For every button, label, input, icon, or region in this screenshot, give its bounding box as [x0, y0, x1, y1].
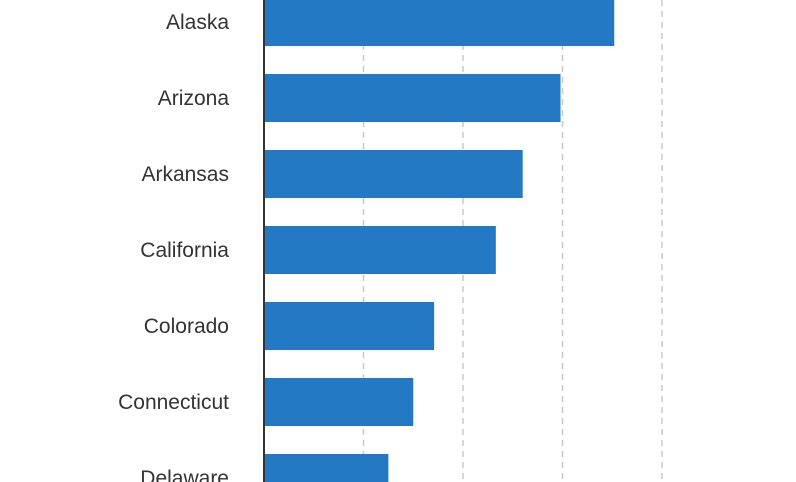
- bar-arizona: [264, 74, 561, 122]
- bar-alaska: [264, 0, 615, 46]
- bar-delaware: [264, 454, 389, 482]
- category-labels: Alaska Arizona Arkansas California Colorado C…: [118, 11, 229, 482]
- category-label-connecticut: Connecticut: [118, 391, 229, 414]
- category-label-colorado: Colorado: [144, 315, 229, 338]
- bar-california: [264, 226, 496, 274]
- bar-arkansas: [264, 150, 523, 198]
- bar-connecticut: [264, 378, 414, 426]
- bars: [264, 0, 615, 482]
- category-label-california: California: [140, 239, 229, 262]
- category-label-delaware: Delaware: [140, 467, 229, 482]
- category-label-alaska: Alaska: [166, 11, 229, 34]
- bar-colorado: [264, 302, 435, 350]
- category-label-arkansas: Arkansas: [141, 163, 229, 186]
- category-label-arizona: Arizona: [158, 87, 230, 110]
